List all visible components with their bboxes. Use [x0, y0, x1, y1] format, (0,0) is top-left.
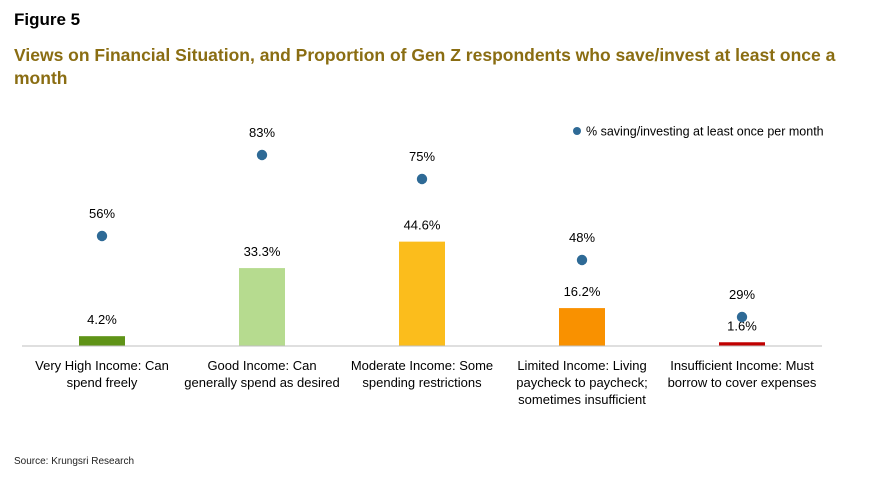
bar-value-label: 1.6% [727, 318, 757, 333]
bar [719, 342, 765, 346]
bar [399, 241, 445, 346]
bar-value-label: 4.2% [87, 312, 117, 327]
dot-point [736, 311, 748, 323]
bar-value-label: 16.2% [564, 284, 601, 299]
legend-label: % saving/investing at least once per mon… [586, 125, 824, 139]
bar [559, 308, 605, 346]
bars-layer: 4.2% 33.3% 44.6% 16.2% 1.6% [79, 218, 765, 346]
dot-point [576, 254, 588, 266]
bar-value-label: 44.6% [404, 218, 441, 233]
dot-point [96, 230, 108, 242]
legend-marker [573, 127, 581, 135]
dot-point [416, 173, 428, 185]
bar-value-label: 33.3% [244, 244, 281, 259]
dot-value-label: 56% [89, 206, 115, 221]
chart-title: Views on Financial Situation, and Propor… [14, 45, 836, 88]
x-tick-label: Moderate Income: Some spending restrictio… [350, 358, 494, 390]
bar [79, 336, 125, 346]
dots-layer: 56% 83% 75% 48% 29% [89, 125, 755, 323]
dot-value-label: 48% [569, 230, 595, 245]
legend: % saving/investing at least once per mon… [573, 125, 824, 139]
source-note: Source: Krungsri Research [14, 456, 135, 467]
figure-label: Figure 5 [14, 10, 81, 29]
dot-point [256, 149, 268, 161]
x-tick-label: Limited Income: Living paycheck to payche… [516, 358, 648, 407]
x-tick-label: Very High Income: Can spend freely [35, 358, 169, 390]
dot-value-label: 29% [729, 287, 755, 302]
dot-value-label: 75% [409, 149, 435, 164]
x-tick-label: Insufficient Income: Must borrow to cover… [667, 358, 817, 390]
bar [239, 268, 285, 346]
dot-value-label: 83% [249, 125, 275, 140]
x-tick-label: Good Income: Can generally spend as desir… [184, 358, 340, 390]
